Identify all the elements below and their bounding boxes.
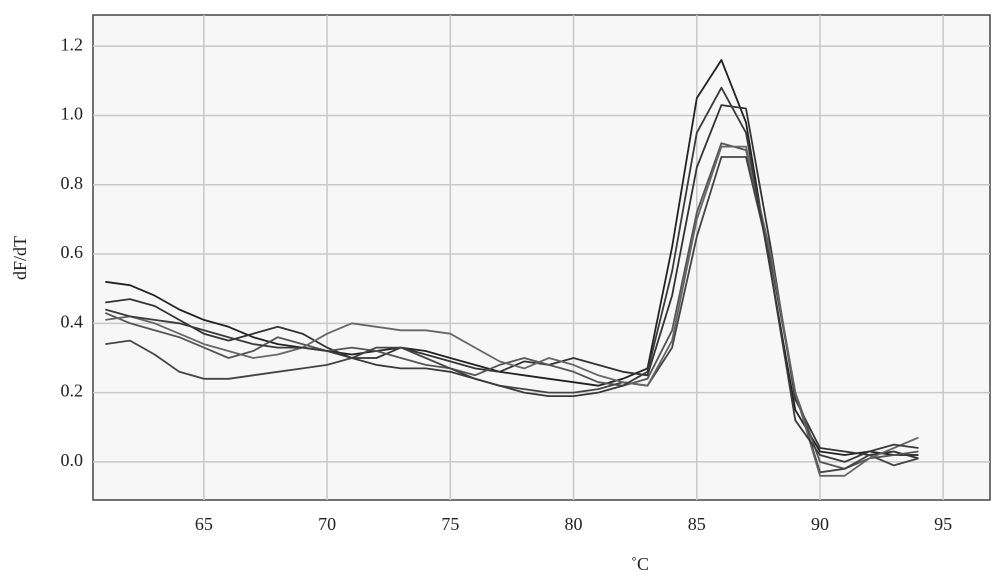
x-tick-label: 70 [318, 514, 336, 534]
y-tick-label: 1.0 [61, 104, 84, 124]
y-tick-label: 0.6 [61, 242, 84, 262]
y-tick-label: 1.2 [61, 34, 84, 54]
melt-curve [105, 145, 919, 477]
plot-area [92, 14, 991, 501]
x-tick-label: 90 [811, 514, 829, 534]
x-tick-label: 65 [195, 514, 213, 534]
y-tick-label: 0.8 [61, 173, 84, 193]
y-tick-label: 0.0 [61, 450, 84, 470]
x-axis-label: ˚C [631, 554, 649, 574]
x-tick-label: 85 [688, 514, 706, 534]
y-tick-label: 0.4 [61, 311, 84, 331]
x-tick-label: 75 [441, 514, 459, 534]
x-tick-label: 95 [934, 514, 952, 534]
y-axis-label: dF/dT [10, 236, 30, 280]
x-tick-label: 80 [565, 514, 583, 534]
melt-curve [105, 86, 919, 463]
y-tick-label: 0.2 [61, 381, 84, 401]
